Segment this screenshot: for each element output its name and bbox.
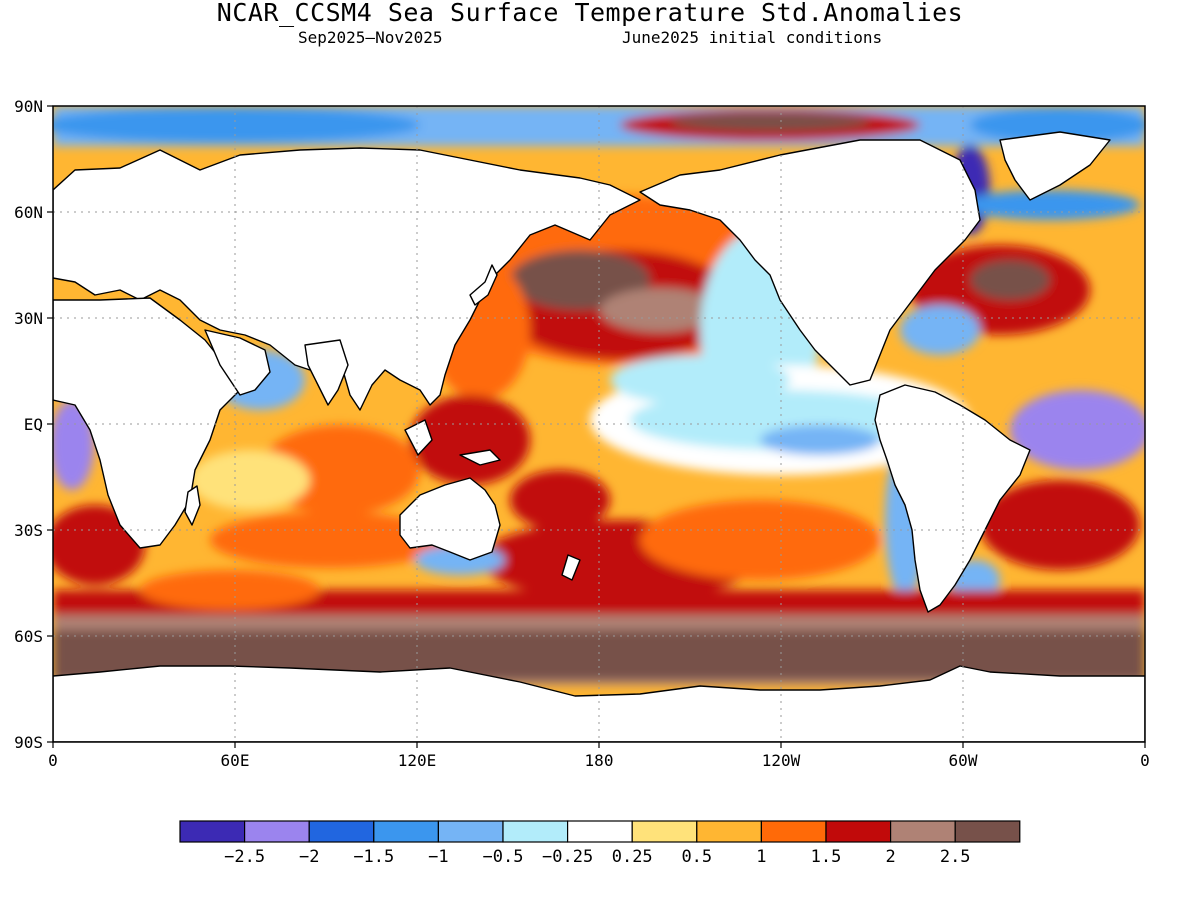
- legend-label: −2: [299, 847, 319, 867]
- latitude-labels: 90N 60N 30N EQ 30S 60S 90S: [14, 97, 43, 752]
- legend-label: 2.5: [940, 847, 971, 867]
- legend-label: 0.5: [681, 847, 712, 867]
- legend-label: −2.5: [224, 847, 265, 867]
- legend-label: 1: [756, 847, 766, 867]
- lon-label: 60W: [949, 751, 978, 770]
- lat-label: 90N: [14, 97, 43, 116]
- legend-swatch: [696, 820, 762, 843]
- legend-label: −1.5: [353, 847, 394, 867]
- axis-ticks: [47, 105, 1146, 748]
- legend-swatch: [502, 820, 569, 843]
- new-guinea-land: [459, 449, 501, 466]
- lat-label: 60S: [14, 627, 43, 646]
- greenland-land: [999, 131, 1111, 201]
- initial-conditions-label: June2025 initial conditions: [622, 28, 883, 47]
- color-scale-legend: −2.5 −2 −1.5 −1 −0.5 −0.25 0.25 0.5 1 1.5 2 2.5: [179, 820, 1021, 867]
- lon-label: 60E: [221, 751, 250, 770]
- forecast-period: Sep2025–Nov2025: [298, 28, 443, 47]
- legend-swatch: [760, 820, 827, 843]
- legend-swatch: [308, 820, 375, 843]
- legend-swatch: [244, 820, 310, 843]
- lon-label: 0: [48, 751, 58, 770]
- legend-swatch: [373, 820, 439, 843]
- map-title: NCAR_CCSM4 Sea Surface Temperature Std.A…: [216, 0, 964, 27]
- australia-land: [399, 477, 501, 561]
- legend-swatch: [631, 820, 698, 843]
- north-america-land: [639, 139, 981, 386]
- legend-label: 2: [885, 847, 895, 867]
- longitude-labels: 0 60E 120E 180 120W 60W 0: [48, 751, 1150, 770]
- graticule: [53, 106, 1145, 742]
- india-land: [304, 339, 349, 406]
- new-zealand-land: [561, 554, 581, 581]
- legend-label: 0.25: [612, 847, 653, 867]
- south-america-land: [874, 384, 1031, 613]
- lon-label: 0: [1140, 751, 1150, 770]
- legend-swatch: [179, 820, 246, 843]
- lat-label: 60N: [14, 203, 43, 222]
- arabia-land: [204, 329, 271, 396]
- legend-swatch: [889, 820, 956, 843]
- legend-label: −0.5: [483, 847, 524, 867]
- lat-label: 30S: [14, 521, 43, 540]
- antarctica-land: [53, 665, 1145, 742]
- legend-label: −1: [428, 847, 448, 867]
- europe-asia-land: [53, 147, 641, 411]
- borneo-land: [404, 419, 433, 456]
- lat-label: 90S: [14, 733, 43, 752]
- lon-label: 120W: [762, 751, 801, 770]
- lat-label: EQ: [24, 415, 43, 434]
- legend-swatch: [566, 820, 633, 843]
- legend-label: 1.5: [811, 847, 842, 867]
- legend-swatch: [437, 820, 504, 843]
- japan-land: [469, 264, 498, 306]
- lon-label: 120E: [398, 751, 437, 770]
- legend-swatch: [825, 820, 892, 843]
- lat-label: 30N: [14, 309, 43, 328]
- madagascar-land: [184, 485, 201, 526]
- legend-label: −0.25: [542, 847, 593, 867]
- land-masses: [53, 131, 1145, 742]
- lon-label: 180: [585, 751, 614, 770]
- legend-swatch: [954, 820, 1021, 843]
